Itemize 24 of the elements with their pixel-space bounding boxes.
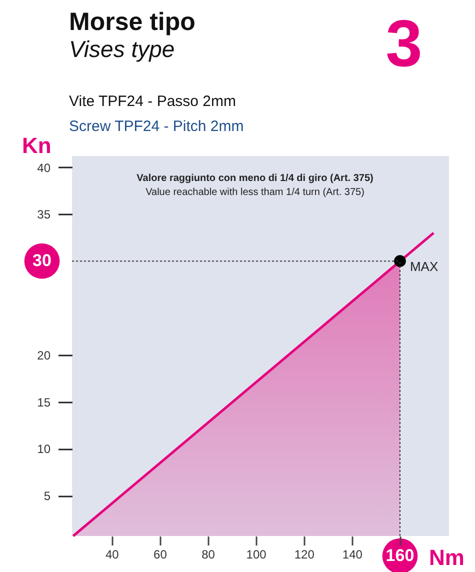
annotation: MAX: [410, 259, 438, 274]
y-tick-label: 5: [44, 489, 51, 504]
text: Vite TPF24 - Passo 2mm: [69, 93, 236, 110]
x-tick-label: 80: [202, 548, 216, 562]
text: Screw TPF24 - Pitch 2mm: [69, 118, 244, 135]
x-tick-label: 140: [342, 548, 363, 562]
y-axis-title: Kn: [22, 133, 52, 158]
annotation: Valore raggiunto con meno di 1/4 di giro (Art. 375): [136, 173, 374, 184]
x-tick-label: 100: [246, 548, 267, 562]
x-axis-title: Nm: [429, 545, 464, 570]
x-tick-label: 60: [154, 548, 168, 562]
x-tick-label: 40: [105, 548, 120, 562]
ref-line-label: 30: [32, 251, 52, 270]
x-tick-label: 120: [294, 548, 315, 562]
annotation: Value reachable with less tham 1/4 turn (Art. 375): [146, 187, 364, 198]
chart-title: Morse tipo: [69, 8, 196, 36]
y-tick-label: 20: [37, 348, 51, 362]
y-tick-label: 10: [37, 442, 51, 456]
y-tick-label: 40: [37, 160, 51, 175]
ref-line-label: 160: [386, 546, 414, 565]
y-tick-label: 15: [37, 395, 51, 410]
y-tick-label: 35: [37, 208, 51, 222]
text: 3: [386, 6, 422, 80]
chart-subtitle: Vises type: [69, 36, 175, 62]
